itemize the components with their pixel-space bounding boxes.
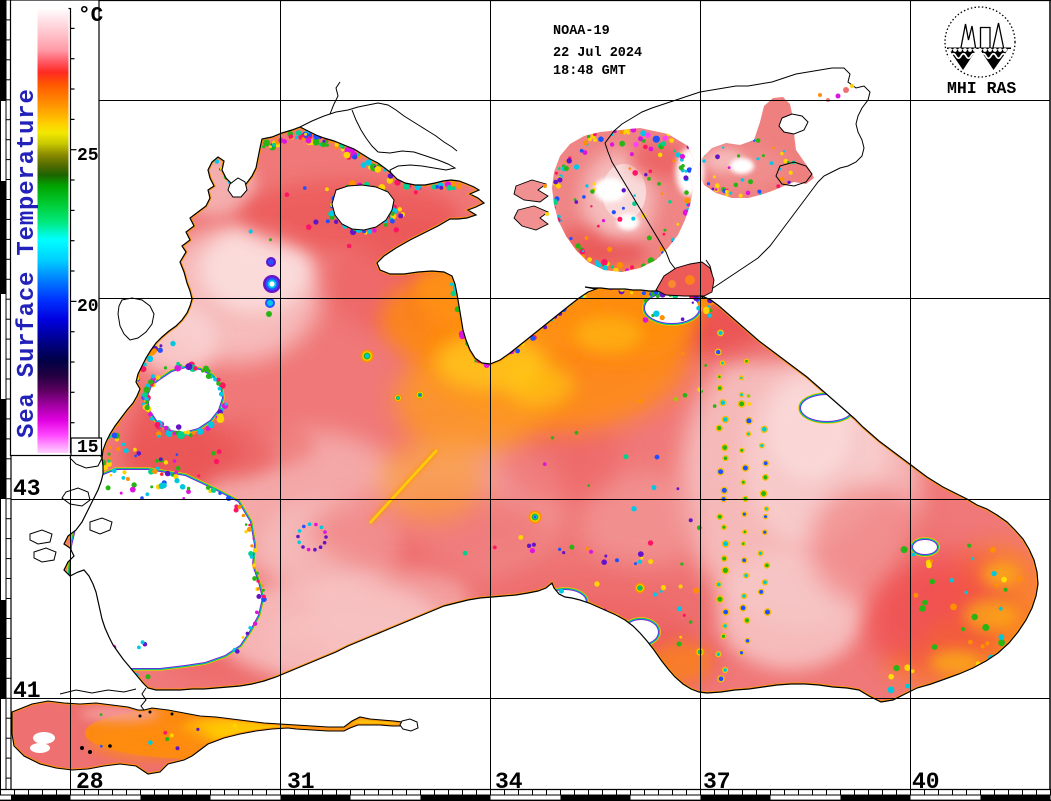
svg-text:25: 25	[77, 146, 99, 166]
svg-text:Sea Surface Temperature: Sea Surface Temperature	[14, 88, 41, 438]
svg-text:20: 20	[77, 297, 99, 317]
svg-text:41: 41	[13, 678, 41, 704]
svg-text:31: 31	[287, 769, 315, 795]
svg-text:22 Jul 2024: 22 Jul 2024	[553, 46, 642, 61]
svg-text:18:48 GMT: 18:48 GMT	[553, 64, 626, 79]
svg-text:28: 28	[76, 769, 104, 795]
svg-text:40: 40	[912, 769, 940, 795]
svg-text:34: 34	[495, 769, 523, 795]
svg-text:37: 37	[703, 769, 731, 795]
svg-text:43: 43	[13, 476, 41, 502]
svg-text:NOAA-19: NOAA-19	[553, 24, 610, 39]
svg-text:15: 15	[77, 438, 99, 458]
svg-text:°C: °C	[78, 5, 104, 28]
svg-text:MHI RAS: MHI RAS	[947, 79, 1016, 98]
